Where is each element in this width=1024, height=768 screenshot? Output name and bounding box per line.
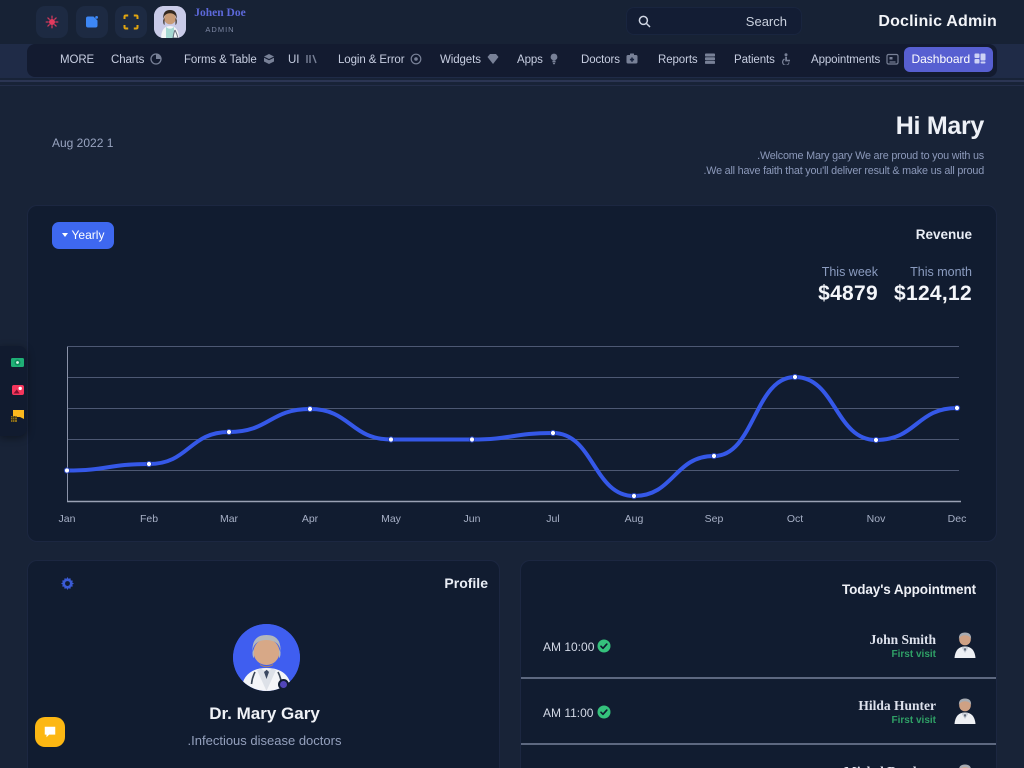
svg-text:Feb: Feb <box>140 513 158 525</box>
svg-text:Jan: Jan <box>59 513 76 525</box>
svg-text:Jul: Jul <box>546 513 559 525</box>
svg-text:May: May <box>381 513 402 525</box>
svg-text:Nov: Nov <box>867 513 886 525</box>
svg-text:Jun: Jun <box>464 513 481 525</box>
svg-text:Dec: Dec <box>948 513 967 525</box>
svg-text:Apr: Apr <box>302 513 319 525</box>
svg-text:Mar: Mar <box>220 513 239 525</box>
svg-text:Oct: Oct <box>787 513 803 525</box>
svg-text:Aug: Aug <box>625 513 644 525</box>
svg-text:Sep: Sep <box>705 513 724 525</box>
